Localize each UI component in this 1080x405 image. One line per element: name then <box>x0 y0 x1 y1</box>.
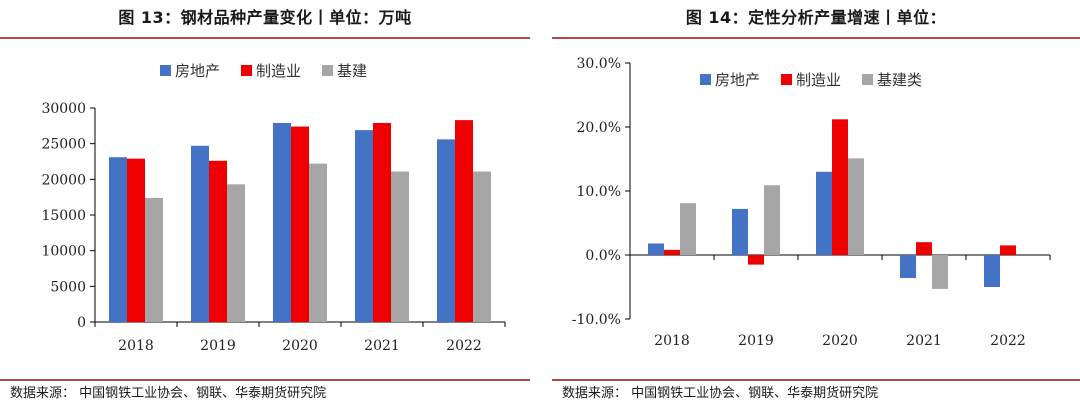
legend-label: 基建类 <box>877 71 922 89</box>
bar-房地产-2018 <box>648 243 664 255</box>
y-tick-label: 10.0% <box>577 184 621 200</box>
bar-基建-2020 <box>309 163 327 322</box>
legend-label: 房地产 <box>175 62 220 80</box>
y-tick-label: 20.0% <box>577 120 621 136</box>
legend-label: 制造业 <box>796 71 841 89</box>
legend-swatch <box>241 65 252 76</box>
bar-制造业-2018 <box>127 158 145 322</box>
steel-output-bar-chart: 房地产 制造业 基建 0 5000 10000 15000 20000 25000 30000 20… <box>41 62 506 354</box>
legend-label: 房地产 <box>715 71 760 89</box>
bar-基建类-2018 <box>680 203 696 255</box>
y-tick-label: -10.0% <box>572 312 621 328</box>
bar-基建类-2019 <box>764 185 780 255</box>
y-tick-label: 20000 <box>41 172 86 188</box>
bar-基建-2021 <box>391 171 409 322</box>
bar-制造业-2022 <box>455 120 473 322</box>
bar-房地产-2019 <box>732 208 748 255</box>
chart-panel-steel-output: 图 13：钢材品种产量变化丨单位：万吨 房地产 制造业 基建 0 5000 10000 15… <box>0 0 530 405</box>
x-tick-label: 2022 <box>990 333 1026 349</box>
x-tick-label: 2019 <box>200 338 236 354</box>
y-tick-label: 30000 <box>41 101 86 117</box>
bar-制造业-2019 <box>748 255 764 265</box>
data-source-note: 数据来源： 中国钢铁工业协会、钢联、华泰期货研究院 <box>562 386 879 401</box>
bar-房地产-2019 <box>191 145 209 322</box>
legend-swatch <box>322 65 333 76</box>
y-tick-label: 0.0% <box>585 248 621 264</box>
bar-基建类-2020 <box>848 158 864 255</box>
bar-制造业-2020 <box>291 126 309 323</box>
bar-房地产-2021 <box>900 255 916 279</box>
y-tick-label: 0 <box>77 315 86 331</box>
y-tick-label: 30.0% <box>577 56 621 72</box>
bar-房地产-2021 <box>355 130 373 322</box>
title-rule <box>0 37 530 39</box>
chart-panel-output-growth: 图 14：定性分析产量增速丨单位： 房地产 制造业 基建类 -10.0% 0.0% 10.… <box>552 0 1080 405</box>
y-tick-label: 10000 <box>41 244 86 260</box>
bar-制造业-2022 <box>1000 245 1016 255</box>
y-tick-label: 5000 <box>50 279 86 295</box>
bar-基建-2019 <box>227 184 245 322</box>
legend-label: 制造业 <box>256 62 301 80</box>
x-tick-label: 2022 <box>446 338 482 354</box>
x-tick-label: 2019 <box>738 333 774 349</box>
legend-swatch <box>160 65 171 76</box>
x-tick-label: 2020 <box>282 338 318 354</box>
bar-制造业-2019 <box>209 160 227 322</box>
legend-swatch <box>700 74 711 85</box>
source-rule <box>552 379 1080 381</box>
bar-房地产-2018 <box>109 157 127 322</box>
x-tick-label: 2018 <box>654 333 690 349</box>
chart-title: 图 14：定性分析产量增速丨单位： <box>685 8 947 27</box>
bar-制造业-2021 <box>916 242 932 255</box>
legend-swatch <box>781 74 792 85</box>
bar-房地产-2022 <box>437 139 455 322</box>
bar-房地产-2020 <box>816 171 832 255</box>
bar-房地产-2020 <box>273 122 291 322</box>
bar-房地产-2022 <box>984 255 1000 287</box>
legend-swatch <box>862 74 873 85</box>
bar-制造业-2018 <box>664 249 680 255</box>
title-rule <box>552 37 1080 39</box>
y-tick-label: 15000 <box>41 208 86 224</box>
data-source-note: 数据来源： 中国钢铁工业协会、钢联、华泰期货研究院 <box>10 386 327 401</box>
x-tick-label: 2021 <box>364 338 400 354</box>
x-tick-label: 2018 <box>118 338 154 354</box>
bar-基建类-2021 <box>932 255 948 289</box>
output-growth-bar-chart: 房地产 制造业 基建类 -10.0% 0.0% 10.0% 20.0% 30.0% 2018 20… <box>572 56 1051 349</box>
bar-基建-2018 <box>145 197 163 322</box>
chart-title: 图 13：钢材品种产量变化丨单位：万吨 <box>118 8 412 27</box>
bar-基建-2022 <box>473 171 491 322</box>
bar-制造业-2021 <box>373 122 391 322</box>
y-tick-label: 25000 <box>41 137 86 153</box>
x-tick-label: 2020 <box>822 333 858 349</box>
bar-制造业-2020 <box>832 119 848 255</box>
legend-label: 基建 <box>337 62 367 80</box>
source-rule <box>0 379 530 381</box>
x-tick-label: 2021 <box>906 333 942 349</box>
